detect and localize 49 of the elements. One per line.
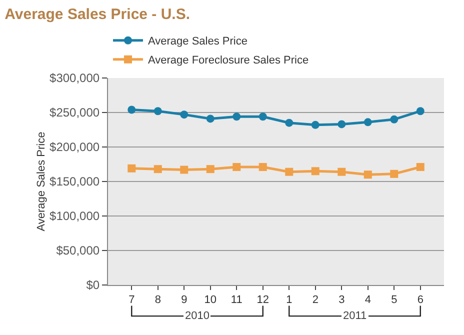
x-tick-label: 10	[204, 294, 217, 306]
x-tick-label: 12	[256, 294, 270, 306]
point	[364, 170, 372, 179]
point	[206, 165, 214, 174]
y-tick-label: $50,000	[56, 244, 100, 258]
point	[154, 165, 162, 174]
point	[311, 120, 320, 129]
x-tick-label: 2	[312, 294, 318, 306]
point	[180, 110, 188, 119]
x-tick-label: 1	[286, 294, 292, 306]
point	[390, 170, 398, 178]
point	[258, 163, 267, 172]
point	[206, 114, 214, 123]
y-tick-label: $0	[86, 278, 100, 292]
point	[180, 166, 188, 174]
x-tick-label: 11	[230, 294, 242, 306]
legend-label: Average Foreclosure Sales Price	[148, 54, 309, 67]
x-tick-label: 3	[338, 294, 345, 306]
x-tick-label: 9	[181, 294, 188, 306]
point	[232, 163, 241, 172]
point	[364, 118, 372, 126]
point	[390, 115, 398, 124]
y-tick-label: $100,000	[50, 209, 100, 224]
y-axis-title: Average Sales Price	[36, 132, 48, 232]
point	[154, 107, 162, 116]
x-tick-label: 6	[417, 294, 424, 306]
point	[416, 163, 424, 172]
point	[311, 167, 320, 176]
point	[285, 118, 294, 127]
y-tick-label: $300,000	[50, 71, 100, 86]
x-tick-label: 4	[364, 294, 371, 306]
chart-title: Average Sales Price - U.S.	[4, 6, 190, 23]
point	[128, 106, 136, 114]
point	[338, 168, 346, 176]
legend-label: Average Sales Price	[148, 36, 248, 48]
x-tick-label: 5	[391, 294, 398, 306]
point	[232, 112, 241, 121]
y-tick-label: $200,000	[50, 140, 100, 154]
y-tick-label: $150,000	[50, 174, 100, 189]
text: 2011	[343, 310, 367, 322]
point	[338, 120, 346, 128]
point	[258, 112, 267, 121]
x-tick-label: 7	[128, 294, 135, 306]
x-tick-label: 8	[154, 294, 161, 306]
point	[128, 164, 136, 172]
text: 2010	[185, 310, 210, 322]
point	[416, 107, 424, 116]
point	[285, 168, 294, 176]
y-tick-label: $250,000	[50, 106, 100, 120]
